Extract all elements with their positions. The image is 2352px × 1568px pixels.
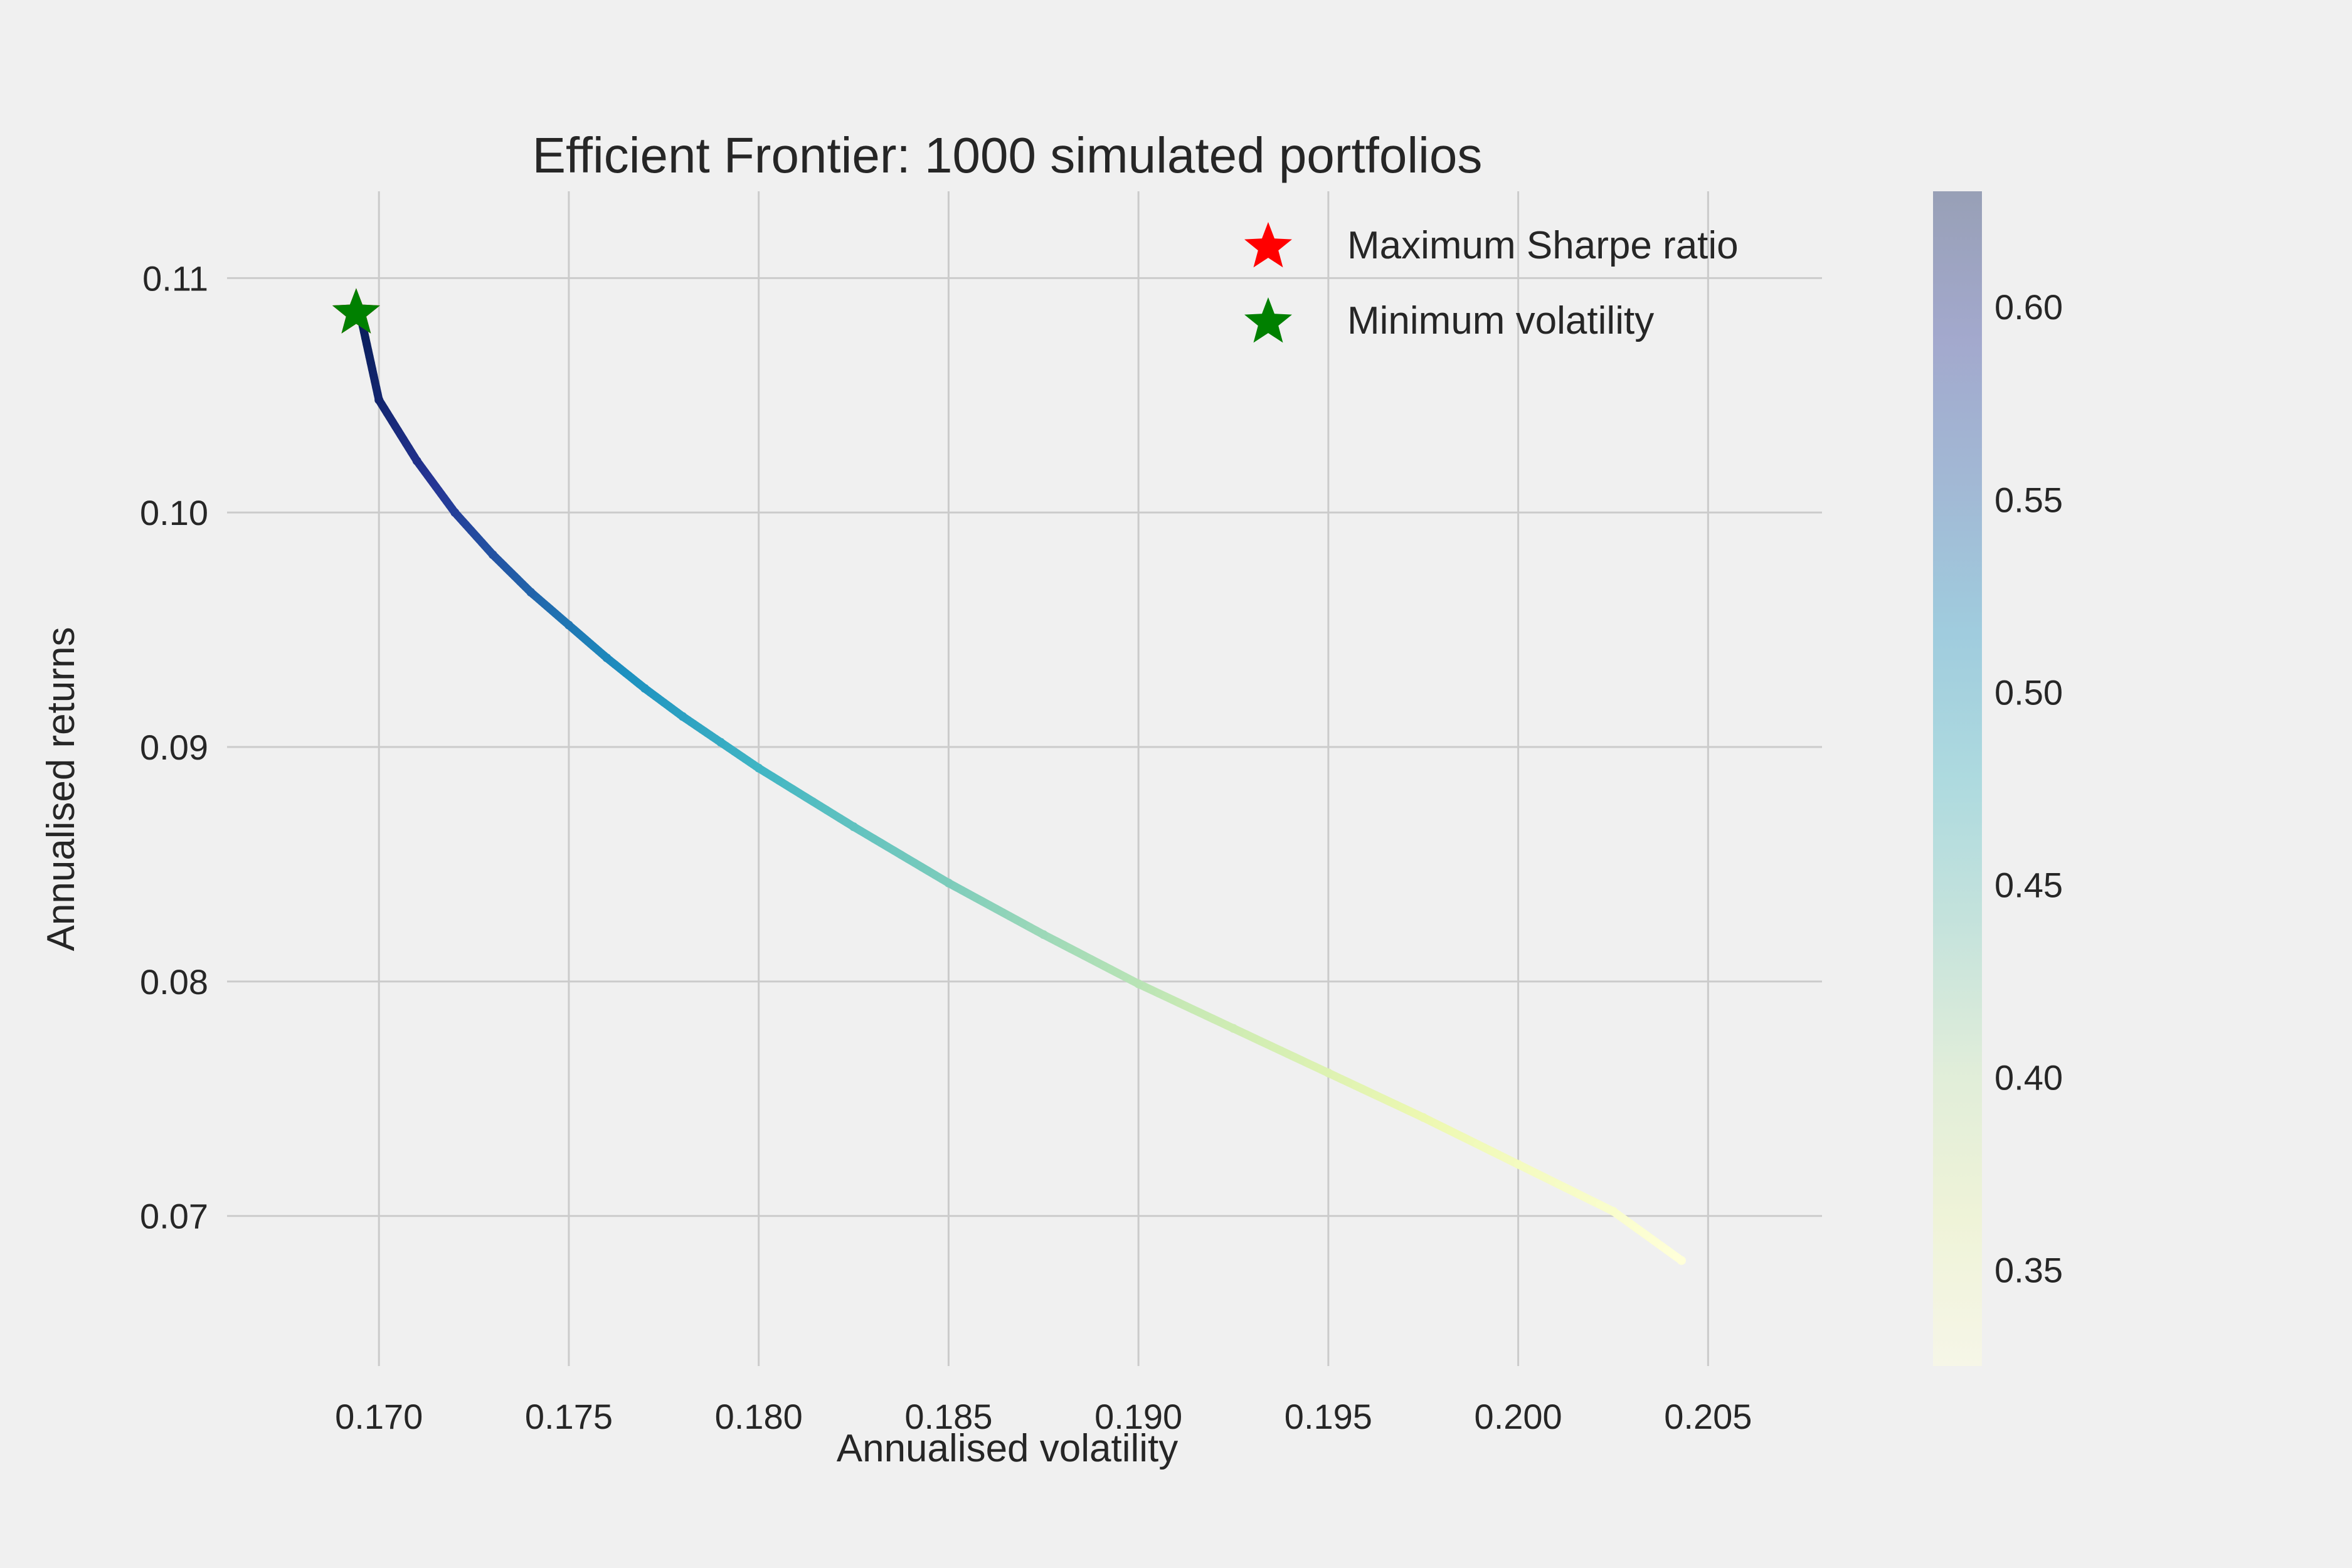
frontier-point <box>716 738 726 747</box>
x-tick-label: 0.205 <box>1664 1397 1752 1436</box>
frontier-point <box>1677 1256 1686 1265</box>
frontier-point <box>526 588 536 597</box>
frontier-point <box>564 620 573 630</box>
frontier-point <box>1419 1113 1428 1122</box>
colorbar-tick-label: 0.35 <box>1994 1250 2063 1290</box>
optimal-markers <box>332 288 380 334</box>
frontier-point <box>1039 930 1048 940</box>
colorbar-tick-label: 0.40 <box>1994 1057 2063 1097</box>
frontier-point <box>1608 1207 1618 1216</box>
optimal-star-marker <box>332 288 380 334</box>
frontier-point <box>1229 1024 1238 1033</box>
frontier-point <box>944 878 953 887</box>
frontier-point <box>754 763 763 773</box>
x-axis-label: Annualised volatility <box>837 1427 1179 1470</box>
chart-title: Efficient Frontier: 1000 simulated portf… <box>532 127 1483 183</box>
frontier-curve <box>355 309 1686 1265</box>
y-axis-ticks: 0.07 0.08 0.09 0.10 0.11 <box>140 258 208 1236</box>
colorbar-ticks: 0.35 0.40 0.45 0.50 0.55 0.60 <box>1994 287 2063 1290</box>
y-tick-label: 0.10 <box>140 493 208 532</box>
legend-min-volatility-star-icon <box>1244 297 1292 343</box>
y-axis-label: Annualised returns <box>40 627 83 951</box>
legend-min-volatility-label: Minimum volatility <box>1347 299 1654 342</box>
colorbar: 0.35 0.40 0.45 0.50 0.55 0.60 <box>1933 191 2063 1366</box>
x-axis-ticks: 0.170 0.175 0.180 0.185 0.190 0.195 0.200 0.205 <box>335 1397 1752 1436</box>
y-tick-label: 0.09 <box>140 728 208 767</box>
y-tick-label: 0.11 <box>142 258 208 298</box>
frontier-point <box>450 508 460 517</box>
legend: Maximum Sharpe ratio Minimum volatility <box>1244 222 1739 343</box>
x-tick-label: 0.185 <box>904 1397 992 1436</box>
x-tick-label: 0.170 <box>335 1397 423 1436</box>
x-tick-label: 0.175 <box>525 1397 613 1436</box>
legend-max-sharpe-label: Maximum Sharpe ratio <box>1347 224 1739 267</box>
colorbar-tick-label: 0.50 <box>1994 672 2063 712</box>
frontier-point <box>1513 1160 1523 1169</box>
colorbar-tick-label: 0.55 <box>1994 480 2063 519</box>
frontier-point <box>640 684 650 693</box>
colorbar-tick-label: 0.45 <box>1994 865 2063 904</box>
frontier-point <box>1323 1068 1333 1078</box>
frontier-point <box>602 653 612 662</box>
frontier-point <box>678 712 687 721</box>
frontier-point <box>374 395 384 405</box>
x-tick-label: 0.180 <box>715 1397 803 1436</box>
y-tick-label: 0.07 <box>140 1197 208 1236</box>
frontier-point <box>1134 979 1143 988</box>
frontier-point <box>412 456 421 465</box>
grid <box>227 191 1822 1366</box>
frontier-point <box>849 822 859 832</box>
legend-max-sharpe-star-icon <box>1244 222 1292 268</box>
x-tick-label: 0.200 <box>1475 1397 1562 1436</box>
frontier-point <box>488 550 497 559</box>
x-tick-label: 0.195 <box>1285 1397 1372 1436</box>
colorbar-tick-label: 0.60 <box>1994 287 2063 327</box>
y-tick-label: 0.08 <box>140 962 208 1002</box>
colorbar-gradient <box>1933 191 1982 1366</box>
x-tick-label: 0.190 <box>1094 1397 1182 1436</box>
